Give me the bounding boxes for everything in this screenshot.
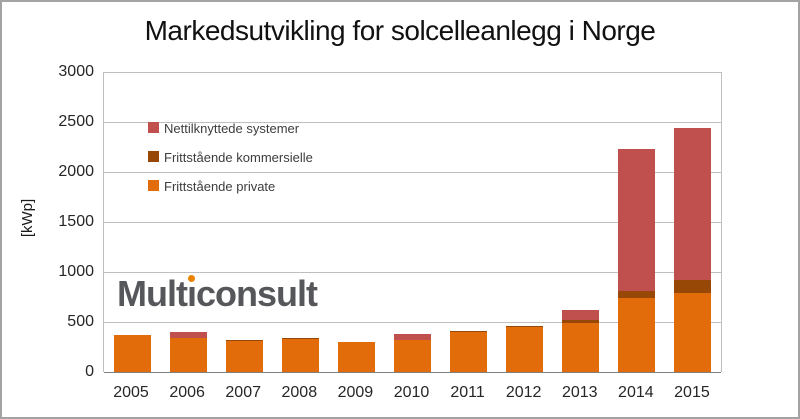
bar-2013 xyxy=(562,309,600,372)
x-tick-label-2011: 2011 xyxy=(450,384,485,401)
bar-segment xyxy=(562,323,600,372)
y-tick-label: 2000 xyxy=(58,163,94,180)
y-axis-tick-labels: 3000 2500 2000 1500 1000 500 0 xyxy=(30,63,94,380)
y-tick-label: 3000 xyxy=(58,63,94,80)
bar-2005 xyxy=(113,335,151,372)
bar-segment xyxy=(618,298,656,372)
bar-segment xyxy=(674,128,712,280)
gridline-1500 xyxy=(104,222,721,223)
multiconsult-logo: Mult ıconsult xyxy=(117,273,318,315)
gridline-500 xyxy=(104,322,721,323)
x-tick-label-2007: 2007 xyxy=(225,384,261,401)
bar-2012 xyxy=(506,326,544,372)
gridline-0 xyxy=(104,372,721,373)
legend-swatch-icon xyxy=(148,180,159,192)
logo-text-after: consult xyxy=(195,273,318,314)
bar-segment xyxy=(113,335,151,372)
logo-text-before: Mult xyxy=(117,273,188,314)
bar-segment xyxy=(281,337,319,339)
bar-2008 xyxy=(281,337,319,372)
x-tick-label-2014: 2014 xyxy=(618,384,654,401)
gridline-2000 xyxy=(104,172,721,173)
x-tick-label-2010: 2010 xyxy=(393,384,430,401)
x-tick-label-2013: 2013 xyxy=(561,384,598,401)
bar-2006 xyxy=(169,331,207,372)
bar-2009 xyxy=(337,341,375,372)
logo-i-letter: ı xyxy=(186,273,197,314)
bar-segment xyxy=(169,331,207,338)
bar-2010 xyxy=(394,334,431,372)
y-tick-label: 0 xyxy=(85,363,94,380)
chart-title: Markedsutvikling for solcelleanlegg i No… xyxy=(144,15,656,46)
x-tick-label-2008: 2008 xyxy=(281,384,318,401)
y-tick-label: 500 xyxy=(67,313,94,330)
bar-segment xyxy=(337,341,375,372)
x-tick-label-2006: 2006 xyxy=(169,384,205,401)
legend-item: Frittstående private xyxy=(148,178,276,195)
bar-segment xyxy=(394,340,431,372)
bar-segment xyxy=(225,341,263,372)
gridline-2500 xyxy=(104,122,721,123)
gridline-1000 xyxy=(104,272,721,273)
bar-2011 xyxy=(450,331,488,372)
x-tick-label-2009: 2009 xyxy=(337,384,374,401)
x-tick-label-2015: 2015 xyxy=(674,384,710,401)
legend-label: Nettilknyttede systemer xyxy=(164,121,300,137)
bar-2014 xyxy=(618,149,656,372)
bar-segment xyxy=(562,320,600,323)
x-tick-label-2012: 2012 xyxy=(505,384,542,401)
gridline-3000 xyxy=(104,72,721,73)
bar-segment xyxy=(618,149,656,291)
plot-area: Nettilknyttede systemer Frittstående komm… xyxy=(103,72,722,373)
y-tick-label: 2500 xyxy=(58,113,94,130)
x-tick-label-2005: 2005 xyxy=(113,384,149,401)
y-tick-label: 1000 xyxy=(58,263,94,280)
x-axis-labels: 2005 2006 2007 2008 2009 2010 2011 2012 2013 2014… xyxy=(103,384,720,406)
legend-label: Frittstående private xyxy=(164,179,276,195)
bar-segment xyxy=(562,309,600,320)
legend-swatch-icon xyxy=(148,122,159,134)
bar-segment xyxy=(450,331,488,332)
bar-segment xyxy=(394,334,431,340)
bar-segment xyxy=(169,337,207,372)
legend-swatch-icon xyxy=(148,151,159,163)
bar-segment xyxy=(674,279,712,293)
legend-item: Frittstående kommersielle xyxy=(148,149,313,166)
bar-segment xyxy=(506,326,544,327)
bar-2007 xyxy=(225,340,263,372)
bar-segment xyxy=(225,340,263,341)
bar-segment xyxy=(506,327,544,372)
legend-item: Nettilknyttede systemer xyxy=(148,120,300,137)
bar-segment xyxy=(450,332,488,372)
bar-2015 xyxy=(674,128,712,372)
bar-segment xyxy=(674,292,712,372)
logo-orange-dot-icon xyxy=(187,275,195,282)
bar-segment xyxy=(281,338,319,372)
bar-segment xyxy=(618,290,656,298)
y-tick-label: 1500 xyxy=(58,213,94,230)
legend-label: Frittstående kommersielle xyxy=(164,150,313,166)
